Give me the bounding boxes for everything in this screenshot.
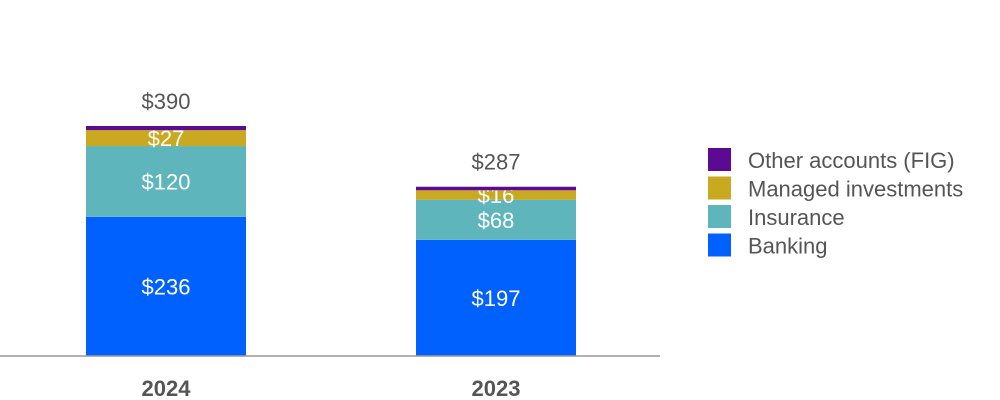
legend: Other accounts (FIG) Managed investments I… <box>708 148 963 259</box>
legend-label: Insurance <box>748 205 845 230</box>
total-label: $287 <box>472 150 521 175</box>
x-tick-labels: 2024 2023 <box>142 376 521 400</box>
bar-segment-managed-investments-2023 <box>416 190 576 200</box>
bar-segment-other-accounts-fig--2024 <box>86 126 246 131</box>
bars: $236$120$27$390$197$68$16$287 <box>86 89 576 356</box>
bar-segment-managed-investments-2024 <box>86 130 246 147</box>
bar-segment-banking-2023 <box>416 239 576 356</box>
bar-segment-other-accounts-fig--2023 <box>416 186 576 191</box>
data-label: $27 <box>148 126 185 151</box>
legend-label: Managed investments <box>748 177 963 202</box>
data-label: $197 <box>472 286 521 311</box>
legend-label: Banking <box>748 234 828 259</box>
bar-segment-insurance-2023 <box>416 199 576 240</box>
bar-segment-banking-2024 <box>86 216 246 356</box>
legend-swatch <box>708 233 731 257</box>
data-label: $120 <box>142 169 191 194</box>
total-label: $390 <box>142 89 191 114</box>
legend-swatch <box>708 176 731 200</box>
legend-label: Other accounts (FIG) <box>748 148 955 173</box>
x-tick-label: 2023 <box>472 376 521 400</box>
x-tick-label: 2024 <box>142 376 192 400</box>
data-label: $68 <box>478 208 515 233</box>
legend-swatch <box>708 205 731 228</box>
data-label: $236 <box>142 274 191 299</box>
bar-segment-insurance-2024 <box>86 146 246 217</box>
legend-swatch <box>708 148 731 171</box>
